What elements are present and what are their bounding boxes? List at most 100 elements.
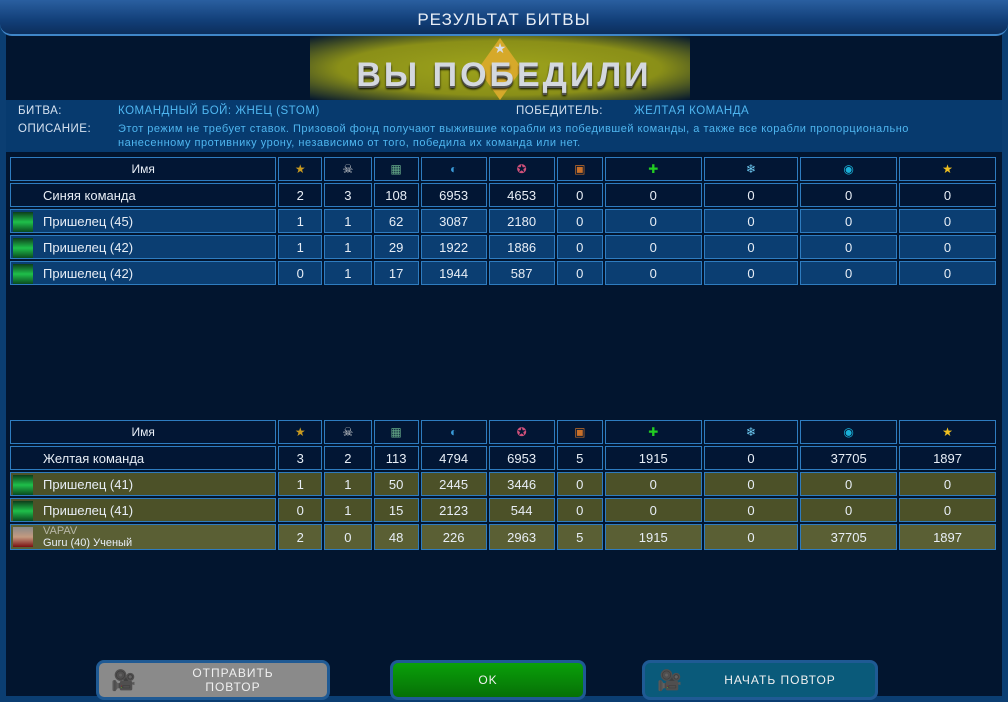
player-stat: 1 xyxy=(324,498,372,522)
player-name-cell: VAPAV Guru (40) Ученый xyxy=(10,524,277,550)
player-name: Пришелец (41) xyxy=(43,476,134,492)
player-stat: 0 xyxy=(703,472,799,496)
team-stat: 0 xyxy=(899,183,996,207)
repair-icon: ✚ xyxy=(648,162,659,176)
chest-icon: ▣ xyxy=(574,425,586,439)
team-stat: 6953 xyxy=(420,183,487,207)
column-header[interactable]: ◉ xyxy=(800,420,898,444)
team-stat: 2 xyxy=(278,183,323,207)
description-line1: Этот режим не требует ставок. Призовой ф… xyxy=(118,123,909,135)
player-stat: 0 xyxy=(604,209,702,233)
player-name-cell: Пришелец (42) xyxy=(10,261,277,285)
player-row[interactable]: Пришелец (41) 0 1 15 2123 544 0 0 0 0 0 xyxy=(10,498,996,522)
player-stat: 3087 xyxy=(420,209,487,233)
column-header-name: Имя xyxy=(10,157,277,181)
start-replay-label: НАЧАТЬ ПОВТОР xyxy=(724,673,836,687)
player-row[interactable]: Пришелец (45) 1 1 62 3087 2180 0 0 0 0 0 xyxy=(10,209,996,233)
player-stat: 0 xyxy=(604,261,702,285)
column-header[interactable]: ✚ xyxy=(604,420,702,444)
column-header[interactable]: ▦ xyxy=(373,157,419,181)
camera-icon: 🎥 xyxy=(111,670,137,692)
column-header[interactable]: ✪ xyxy=(488,157,555,181)
column-header[interactable]: ★ xyxy=(278,420,323,444)
player-name-cell: Пришелец (41) xyxy=(10,498,277,522)
player-row[interactable]: VAPAV Guru (40) Ученый 2 0 48 226 2963 5 1915 0 37… xyxy=(10,524,996,550)
credits-icon: ◉ xyxy=(843,425,854,439)
header-row: Имя ★ ☠ ▦ ◐ ✪ ▣ ✚ ❄ ◉ ★ xyxy=(10,157,996,181)
column-header[interactable]: ◐ xyxy=(420,157,487,181)
player-subtitle: Guru (40) Ученый xyxy=(43,537,133,549)
victory-text: ВЫ ПОБЕДИЛИ xyxy=(356,56,652,94)
player-stat: 1 xyxy=(324,261,372,285)
column-header[interactable]: ★ xyxy=(899,157,996,181)
team-summary-row: Синяя команда 2 3 108 6953 4653 0 0 0 0 0 xyxy=(10,183,996,207)
player-stat: 62 xyxy=(373,209,419,233)
player-stat: 0 xyxy=(800,261,898,285)
player-name-cell: Пришелец (45) xyxy=(10,209,277,233)
avatar xyxy=(13,212,33,232)
team-stat: 0 xyxy=(703,183,799,207)
column-header-name: Имя xyxy=(10,420,277,444)
cargo-icon: ▦ xyxy=(390,162,402,176)
column-header[interactable]: ◐ xyxy=(420,420,487,444)
player-stat: 0 xyxy=(899,235,996,259)
player-stat: 17 xyxy=(373,261,419,285)
column-header[interactable]: ▦ xyxy=(373,420,419,444)
column-header[interactable]: ❄ xyxy=(703,157,799,181)
player-stat: 0 xyxy=(703,209,799,233)
avatar xyxy=(13,475,33,495)
player-stat: 1 xyxy=(278,235,323,259)
player-stat: 1886 xyxy=(488,235,555,259)
player-row[interactable]: Пришелец (42) 0 1 17 1944 587 0 0 0 0 0 xyxy=(10,261,996,285)
player-name: Пришелец (42) xyxy=(43,265,134,281)
player-stat: 1922 xyxy=(420,235,487,259)
column-header[interactable]: ❄ xyxy=(703,420,799,444)
avatar xyxy=(13,238,33,258)
start-replay-button[interactable]: 🎥 НАЧАТЬ ПОВТОР xyxy=(642,660,878,700)
player-stat: 0 xyxy=(703,235,799,259)
player-stat: 1 xyxy=(324,209,372,233)
column-header[interactable]: ☠ xyxy=(324,157,372,181)
description-line2: нанесенному противнику урону, независимо… xyxy=(118,137,581,149)
player-name: Пришелец (45) xyxy=(43,213,134,229)
damage-taken-icon: ◐ xyxy=(450,425,458,439)
battle-value: КОМАНДНЫЙ БОЙ: ЖНЕЦ (STOM) xyxy=(118,105,320,117)
damage-taken-icon: ◐ xyxy=(450,162,458,176)
team-stat: 4653 xyxy=(488,183,555,207)
send-replay-button[interactable]: 🎥 ОТПРАВИТЬ ПОВТОР xyxy=(96,660,330,700)
team-name: Желтая команда xyxy=(10,446,277,470)
player-stat: 0 xyxy=(703,524,799,550)
skull-icon: ☠ xyxy=(342,162,354,176)
player-stat: 29 xyxy=(373,235,419,259)
player-stat: 0 xyxy=(899,261,996,285)
column-header[interactable]: ✚ xyxy=(604,157,702,181)
player-stat: 1915 xyxy=(604,524,702,550)
ok-button[interactable]: OK xyxy=(390,660,586,700)
column-header[interactable]: ✪ xyxy=(488,420,555,444)
player-stat: 0 xyxy=(604,498,702,522)
star-icon: ★ xyxy=(942,425,953,439)
damage-dealt-icon: ✪ xyxy=(516,425,527,439)
player-row[interactable]: Пришелец (41) 1 1 50 2445 3446 0 0 0 0 0 xyxy=(10,472,996,496)
description-label: ОПИСАНИЕ: xyxy=(18,123,92,135)
column-header[interactable]: ▣ xyxy=(556,420,603,444)
player-name: Пришелец (41) xyxy=(43,502,134,518)
player-stat: 0 xyxy=(604,235,702,259)
player-stat: 0 xyxy=(899,209,996,233)
player-stat: 0 xyxy=(556,261,603,285)
avatar xyxy=(13,527,33,547)
player-stat: 2180 xyxy=(488,209,555,233)
column-header[interactable]: ★ xyxy=(899,420,996,444)
player-stat: 0 xyxy=(800,472,898,496)
blue-team-table: Имя ★ ☠ ▦ ◐ ✪ ▣ ✚ ❄ ◉ ★ Синяя команда 2 3 108 6953 4653 0… xyxy=(8,155,998,287)
team-stat: 113 xyxy=(373,446,419,470)
team-stat: 3 xyxy=(324,183,372,207)
column-header[interactable]: ▣ xyxy=(556,157,603,181)
player-row[interactable]: Пришелец (42) 1 1 29 1922 1886 0 0 0 0 0 xyxy=(10,235,996,259)
repair-icon: ✚ xyxy=(648,425,659,439)
column-header[interactable]: ◉ xyxy=(800,157,898,181)
column-header[interactable]: ★ xyxy=(278,157,323,181)
camera-icon: 🎥 xyxy=(657,670,683,692)
column-header[interactable]: ☠ xyxy=(324,420,372,444)
avatar xyxy=(13,501,33,521)
